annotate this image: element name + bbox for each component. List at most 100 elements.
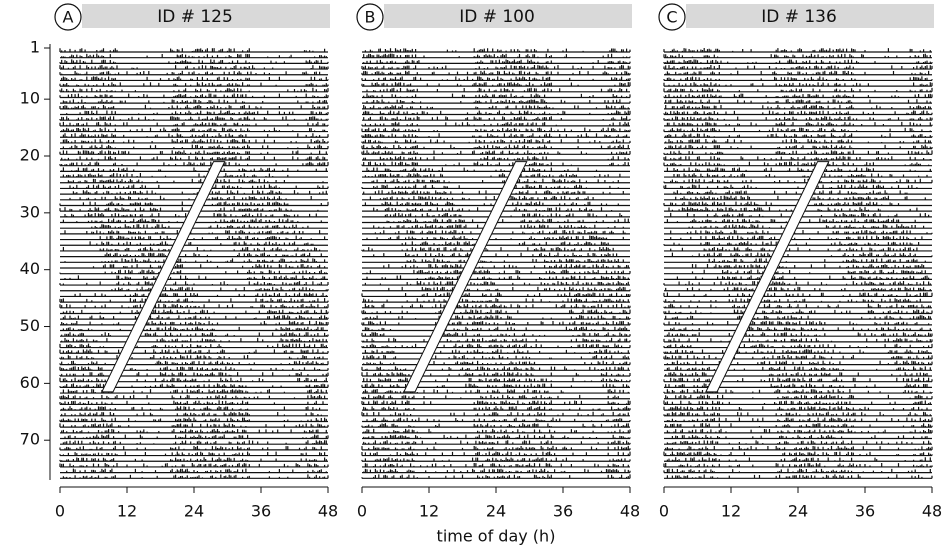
activity-row xyxy=(362,87,630,93)
activity-row xyxy=(664,246,932,252)
activity-row xyxy=(362,440,631,445)
activity-row xyxy=(663,303,932,309)
activity-row xyxy=(60,428,328,434)
activity-row xyxy=(362,178,630,184)
activity-row xyxy=(361,372,631,377)
activity-row xyxy=(362,349,630,354)
activity-row xyxy=(59,423,329,428)
activity-row xyxy=(361,451,631,457)
activity-row xyxy=(362,406,631,411)
activity-row xyxy=(60,133,329,138)
activity-row xyxy=(664,104,932,110)
activity-row xyxy=(362,93,631,99)
x-tick-label: 0 xyxy=(55,502,65,521)
x-tick-label: 36 xyxy=(251,502,271,521)
activity-row xyxy=(664,445,933,451)
activity-row xyxy=(664,372,932,377)
activity-row xyxy=(664,144,933,150)
x-axis-label: time of day (h) xyxy=(437,527,556,546)
activity-row xyxy=(362,116,631,121)
activity-row xyxy=(60,235,328,241)
activity-row xyxy=(362,156,630,161)
activity-row xyxy=(362,53,631,59)
activity-row xyxy=(664,173,932,178)
x-tick-label: 12 xyxy=(419,502,439,521)
activity-row xyxy=(362,286,631,292)
activity-row xyxy=(361,400,631,406)
activity-row xyxy=(362,417,631,423)
activity-row xyxy=(60,389,328,394)
activity-row xyxy=(664,258,932,263)
activity-row xyxy=(362,468,631,474)
activity-row xyxy=(59,65,329,70)
activity-row xyxy=(663,127,932,133)
activity-row xyxy=(59,417,328,423)
activity-row xyxy=(664,133,933,138)
panel-title: ID # 125 xyxy=(157,7,233,27)
activity-row xyxy=(60,144,329,150)
activity-row xyxy=(664,423,933,428)
x-tick-label: 12 xyxy=(117,502,137,521)
activity-row xyxy=(60,474,329,479)
activity-row xyxy=(60,99,328,104)
activity-row xyxy=(60,275,328,280)
activity-row xyxy=(663,406,932,411)
activity-row xyxy=(362,360,631,366)
activity-row xyxy=(362,235,630,241)
activity-row xyxy=(361,457,631,462)
activity-row xyxy=(361,65,631,70)
activity-row xyxy=(664,252,933,258)
panel-badge xyxy=(54,3,82,31)
activity-row xyxy=(664,99,932,104)
activity-row xyxy=(663,150,933,155)
activity-row xyxy=(362,434,631,440)
activity-row xyxy=(362,269,631,275)
activity-row xyxy=(362,167,630,172)
activity-row xyxy=(60,315,329,320)
activity-row xyxy=(663,178,933,184)
activity-row xyxy=(60,292,328,298)
activity-row xyxy=(362,195,630,201)
activity-row xyxy=(664,190,932,195)
activity-row xyxy=(663,354,933,360)
activity-row xyxy=(60,229,328,235)
activity-row xyxy=(361,82,631,87)
activity-row xyxy=(664,440,932,445)
activity-row xyxy=(663,156,932,161)
activity-row xyxy=(664,70,932,76)
activity-row xyxy=(663,161,932,167)
activity-row xyxy=(663,93,933,99)
activity-row xyxy=(59,394,328,400)
activity-row xyxy=(60,326,328,332)
activity-row xyxy=(361,127,631,133)
activity-row xyxy=(60,139,329,144)
activity-row xyxy=(59,462,329,468)
title-bar xyxy=(384,4,632,28)
activity-row xyxy=(362,315,631,320)
activity-row xyxy=(361,366,630,371)
activity-row xyxy=(664,286,932,292)
activity-row xyxy=(59,349,329,354)
activity-row xyxy=(60,224,328,229)
activity-row xyxy=(663,320,932,326)
activity-row xyxy=(362,298,630,303)
activity-row xyxy=(60,406,328,411)
activity-row xyxy=(361,394,630,400)
activity-row xyxy=(664,275,932,280)
activity-row xyxy=(663,65,933,70)
activity-row xyxy=(361,320,631,326)
activity-row xyxy=(362,258,630,263)
x-tick-label: 0 xyxy=(659,502,669,521)
activity-row xyxy=(664,428,933,434)
activity-row xyxy=(59,59,329,64)
activity-row xyxy=(664,457,932,462)
y-tick-label: 30 xyxy=(20,202,40,221)
activity-row xyxy=(60,195,328,201)
activity-row xyxy=(59,281,329,286)
panel-letter: C xyxy=(666,8,677,27)
panel-title: ID # 136 xyxy=(761,7,837,27)
activity-row xyxy=(59,116,329,121)
activity-row xyxy=(361,150,631,155)
activity-row xyxy=(663,343,933,349)
